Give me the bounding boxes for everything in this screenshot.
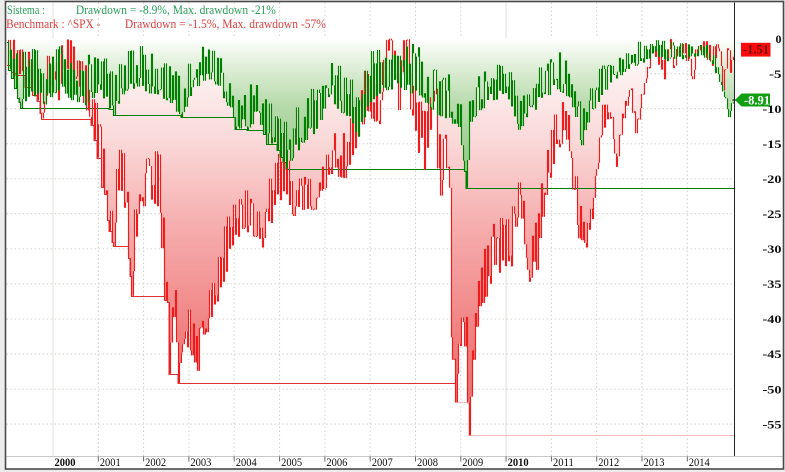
- svg-text:-25: -25: [763, 207, 782, 221]
- svg-text:2002: 2002: [145, 457, 166, 469]
- svg-text:Drawdown = -1.5%, Max. drawdow: Drawdown = -1.5%, Max. drawdown -57%: [125, 17, 326, 31]
- svg-text:2014: 2014: [689, 457, 710, 469]
- svg-text:-35: -35: [763, 277, 782, 291]
- svg-text:2004: 2004: [236, 457, 257, 469]
- svg-text:Sistema :: Sistema :: [7, 3, 45, 17]
- svg-text:2006: 2006: [326, 457, 347, 469]
- svg-text:2012: 2012: [598, 457, 619, 469]
- svg-text:2011: 2011: [553, 457, 574, 469]
- svg-text:2009: 2009: [462, 457, 483, 469]
- svg-text:-5: -5: [769, 67, 782, 81]
- svg-text:2000: 2000: [55, 457, 76, 469]
- svg-text:-50: -50: [763, 382, 782, 396]
- svg-text:2003: 2003: [190, 457, 211, 469]
- svg-text:2013: 2013: [644, 457, 665, 469]
- svg-text:2005: 2005: [281, 457, 302, 469]
- svg-text:-20: -20: [763, 172, 782, 186]
- svg-text:-15: -15: [763, 137, 782, 151]
- svg-text:2001: 2001: [100, 457, 121, 469]
- svg-text:-40: -40: [763, 312, 782, 326]
- svg-text:-30: -30: [763, 242, 782, 256]
- svg-text:-55: -55: [763, 417, 782, 431]
- svg-text:-45: -45: [763, 347, 782, 361]
- svg-text:-8.91: -8.91: [744, 93, 770, 107]
- svg-text:2008: 2008: [417, 457, 438, 469]
- svg-text:Drawdown = -8.9%, Max. drawdow: Drawdown = -8.9%, Max. drawdown -21%: [76, 3, 276, 17]
- svg-text:0: 0: [776, 32, 782, 46]
- svg-text:2010: 2010: [508, 457, 529, 469]
- svg-text:2007: 2007: [372, 457, 393, 469]
- svg-text:-1.51: -1.51: [743, 43, 769, 57]
- svg-text:Benchmark : ^SPX -: Benchmark : ^SPX -: [6, 17, 100, 31]
